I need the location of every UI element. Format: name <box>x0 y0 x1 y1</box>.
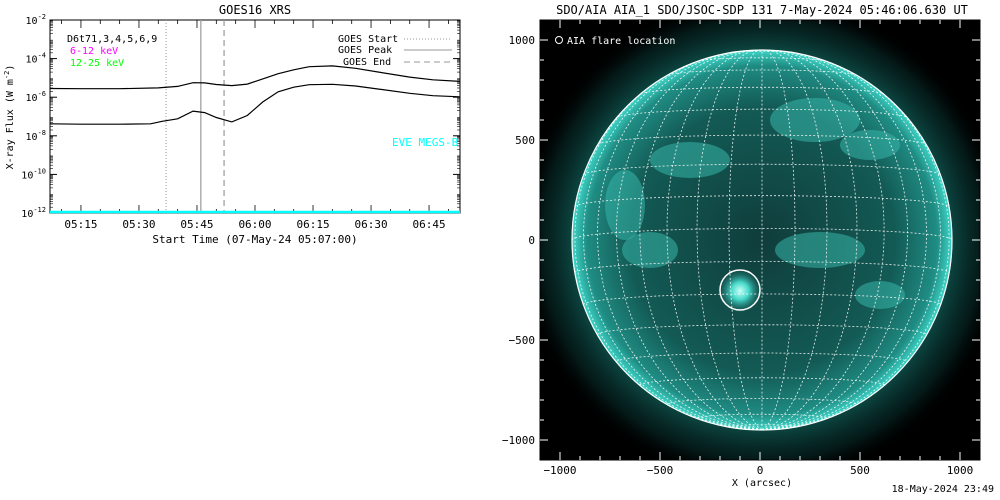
footer-timestamp: 18-May-2024 23:49 <box>891 484 994 495</box>
grid-longitude-line <box>616 50 763 430</box>
grid-latitude-line <box>597 134 927 145</box>
aia-x-tick-label: −500 <box>647 464 674 477</box>
aia-y-tick-label: 0 <box>528 234 535 247</box>
goes-y-tick-label: 10-2 <box>26 13 46 27</box>
eve-megs-label: EVE MEGS-B <box>392 136 459 149</box>
aia-axes: −1000 −500 0 500 1000 −1000 −500 0 500 1000 <box>502 20 980 477</box>
grid-longitude-line <box>761 50 885 430</box>
goes-x-tick-label: 05:15 <box>64 218 97 231</box>
aia-y-tick-label: 1000 <box>509 34 536 47</box>
goes-y-tick-label: 10-12 <box>21 206 46 220</box>
goes-y-tick-label: 10-8 <box>26 129 46 143</box>
legend-flare-location-label: AIA flare location <box>567 36 675 47</box>
legend-flare-marker-icon <box>555 36 563 44</box>
aia-x-tick-label: 0 <box>757 464 764 477</box>
goes-y-axis-label: X-ray Flux (W m-2) <box>3 65 16 170</box>
aia-y-tick-label: 500 <box>515 134 535 147</box>
grid-longitude-line <box>639 50 763 430</box>
goes-series-line-1 <box>49 83 461 125</box>
aia-y-tick-label: −1000 <box>502 434 535 447</box>
grid-longitude-line <box>761 49 828 430</box>
legend-goes-start-label: GOES Start <box>338 34 398 45</box>
grid-latitude-line <box>667 69 857 76</box>
grid-latitude-line <box>640 86 884 95</box>
channel-label-high: 12-25 keV <box>70 58 124 69</box>
goes-chart-title: GOES16 XRS <box>219 3 291 17</box>
goes-x-tick-label: 06:30 <box>354 218 387 231</box>
active-regions <box>605 98 905 309</box>
goes-plot-area: 10-12 10-10 10-8 10-6 10-4 10-2 05:15 05:30 05:4… <box>21 13 461 231</box>
aia-y-tick-label: −500 <box>509 334 536 347</box>
goes-series-line-0 <box>49 65 461 90</box>
grid-longitude-line <box>597 51 763 430</box>
grid-latitude-line <box>639 377 885 386</box>
goes-x-tick-label: 06:15 <box>296 218 329 231</box>
goes-x-tick-label: 06:45 <box>412 218 445 231</box>
grid-latitude-line <box>696 413 828 419</box>
goes-y-tick-label: 10-10 <box>21 167 46 181</box>
grid-longitude-line <box>761 49 796 430</box>
aia-image: AIA flare location <box>540 20 980 460</box>
channel-label-low: 6-12 keV <box>70 46 118 57</box>
goes-x-tick-label: 06:00 <box>238 218 271 231</box>
grid-latitude-line <box>616 352 908 362</box>
flare-brightening <box>718 269 762 313</box>
grid-longitude-line <box>696 49 763 430</box>
solar-limb <box>571 49 953 431</box>
goes-x-tick-label: 05:45 <box>180 218 213 231</box>
grid-latitude-line <box>697 57 827 62</box>
detector-label: D6t71,3,4,5,6,9 <box>67 34 157 45</box>
aia-panel-title: SDO/AIA AIA_1 SDO/JSOC-SDP 131 7-May-202… <box>556 3 968 17</box>
legend-goes-peak-label: GOES Peak <box>338 45 392 56</box>
goes-x-tick-label: 05:30 <box>122 218 155 231</box>
goes-y-tick-label: 10-6 <box>26 90 46 104</box>
grid-latitude-line <box>583 293 941 305</box>
aia-x-tick-label: −1000 <box>543 464 576 477</box>
grid-latitude-line <box>583 163 941 176</box>
goes-xrs-chart: GOES16 XRS 10-12 10-10 10-8 10-6 10-4 10-2 05:… <box>3 3 461 246</box>
grid-longitude-line <box>761 50 908 430</box>
legend-goes-end-label: GOES End <box>343 57 391 68</box>
aia-x-tick-label: 1000 <box>947 464 974 477</box>
goes-x-axis-label: Start Time (07-May-24 05:07:00) <box>152 233 357 246</box>
goes-y-tick-label: 10-4 <box>26 52 46 66</box>
flare-location-marker <box>719 269 761 311</box>
grid-longitude-line <box>728 49 763 430</box>
aia-x-axis-label: X (arcsec) <box>732 478 792 489</box>
grid-longitude-line <box>583 53 763 430</box>
grid-longitude-line <box>761 53 941 430</box>
grid-longitude-line <box>761 51 927 430</box>
aia-x-tick-label: 500 <box>850 464 870 477</box>
